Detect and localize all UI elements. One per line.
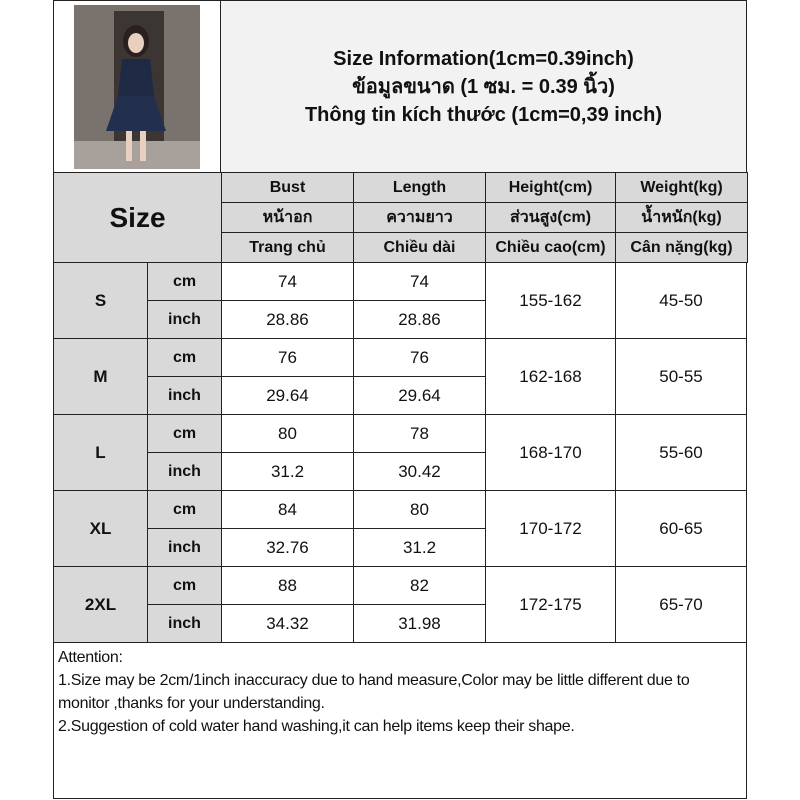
unit-inch: inch [147,300,222,339]
title-vietnamese: Thông tin kích thước (1cm=0,39 inch) [304,103,663,126]
length-inch: 29.64 [353,376,486,415]
size-label: XL [53,490,148,567]
length-cm: 80 [353,490,486,529]
size-info-title: Size Information(1cm=0.39inch) ข้อมูลขนา… [220,0,747,173]
column-header-th: หน้าอก [221,202,354,233]
column-header-vi: Trang chủ [221,232,354,263]
attention-note-1: 1.Size may be 2cm/1inch inaccuracy due t… [58,672,690,712]
weight-range: 60-65 [615,490,747,567]
length-inch: 30.42 [353,452,486,491]
attention-note-2: 2.Suggestion of cold water hand washing,… [58,718,575,735]
bust-cm: 84 [221,490,354,529]
size-label: M [53,338,148,415]
unit-cm: cm [147,490,222,529]
length-cm: 74 [353,262,486,301]
column-header-vi: Cân nặng(kg) [615,232,748,263]
unit-cm: cm [147,566,222,605]
unit-inch: inch [147,452,222,491]
height-range: 168-170 [485,414,616,491]
bust-inch: 32.76 [221,528,354,567]
bust-cm: 76 [221,338,354,377]
unit-cm: cm [147,262,222,301]
size-label: 2XL [53,566,148,643]
attention-box: Attention: 1.Size may be 2cm/1inch inacc… [53,642,747,799]
bust-cm: 88 [221,566,354,605]
bust-cm: 80 [221,414,354,453]
unit-cm: cm [147,414,222,453]
size-label: L [53,414,148,491]
unit-inch: inch [147,604,222,643]
length-inch: 28.86 [353,300,486,339]
length-cm: 82 [353,566,486,605]
length-inch: 31.98 [353,604,486,643]
title-english: Size Information(1cm=0.39inch) [333,47,634,70]
attention-heading: Attention: [58,649,123,666]
size-header: Size [53,172,222,263]
unit-inch: inch [147,376,222,415]
column-header-en: Height(cm) [485,172,616,203]
bust-inch: 29.64 [221,376,354,415]
height-range: 155-162 [485,262,616,339]
weight-range: 65-70 [615,566,747,643]
column-header-vi: Chiều dài [353,232,486,263]
column-header-th: น้ำหนัก(kg) [615,202,748,233]
height-range: 162-168 [485,338,616,415]
length-cm: 78 [353,414,486,453]
weight-range: 55-60 [615,414,747,491]
title-thai: ข้อมูลขนาด (1 ซม. = 0.39 นิ้ว) [352,75,615,98]
unit-cm: cm [147,338,222,377]
column-header-en: Length [353,172,486,203]
unit-inch: inch [147,528,222,567]
bust-inch: 28.86 [221,300,354,339]
bust-inch: 34.32 [221,604,354,643]
bust-cm: 74 [221,262,354,301]
column-header-th: ส่วนสูง(cm) [485,202,616,233]
length-inch: 31.2 [353,528,486,567]
column-header-en: Weight(kg) [615,172,748,203]
product-photo [53,0,221,173]
bust-inch: 31.2 [221,452,354,491]
size-label: S [53,262,148,339]
height-range: 172-175 [485,566,616,643]
length-cm: 76 [353,338,486,377]
column-header-en: Bust [221,172,354,203]
column-header-vi: Chiều cao(cm) [485,232,616,263]
height-range: 170-172 [485,490,616,567]
model-photo-image [54,1,220,172]
weight-range: 50-55 [615,338,747,415]
weight-range: 45-50 [615,262,747,339]
column-header-th: ความยาว [353,202,486,233]
